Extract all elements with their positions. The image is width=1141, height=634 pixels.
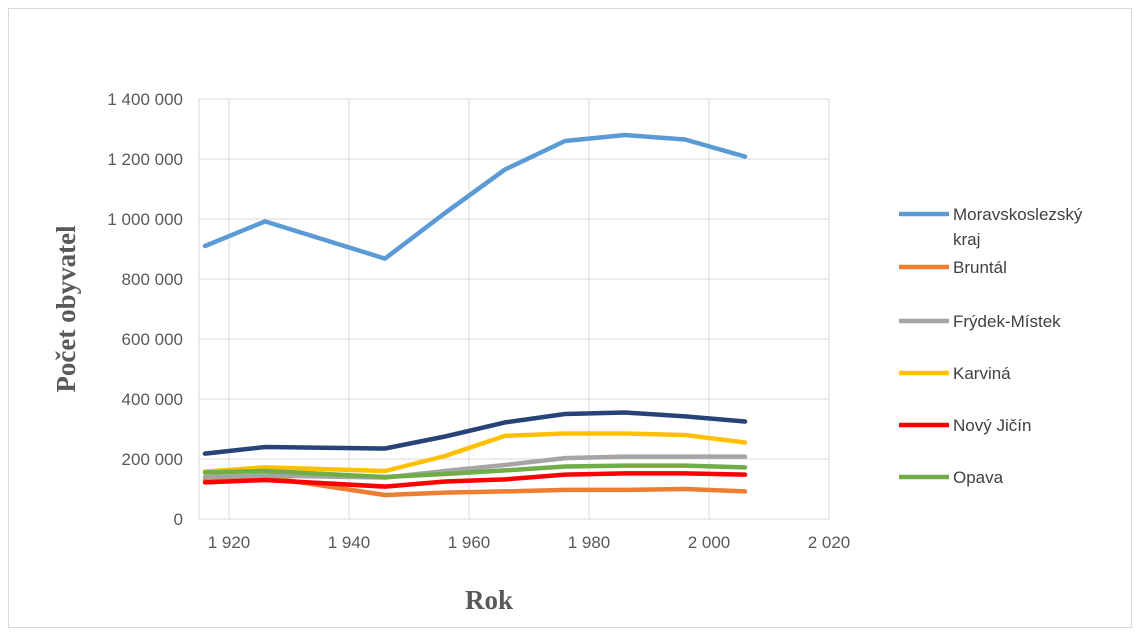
y-tick-label: 800 000 [122, 270, 183, 289]
x-tick-label: 1 940 [328, 533, 371, 552]
x-tick-label: 1 920 [208, 533, 251, 552]
series-lines [202, 132, 748, 498]
y-tick-label: 400 000 [122, 390, 183, 409]
x-tick-label: 1 980 [568, 533, 611, 552]
line-chart: 0 200 000 400 000 600 000 800 000 1 000 000 1 … [51, 90, 1083, 615]
series-line-opava [202, 463, 748, 480]
legend: Moravskoslezský kraj Bruntál Frýdek-Místek K… [899, 205, 1083, 487]
series-line-fr-dek-m-stek [202, 454, 748, 480]
y-tick-label: 600 000 [122, 330, 183, 349]
x-axis-title: Rok [465, 585, 513, 615]
series-line-nov-ji-n [202, 471, 748, 489]
series-line-unlabeled [202, 410, 748, 456]
y-tick-label: 1 000 000 [107, 210, 183, 229]
series-line-moravskoslezsk-kraj [202, 132, 748, 261]
y-tick-label: 200 000 [122, 450, 183, 469]
chart-frame: 0 200 000 400 000 600 000 800 000 1 000 000 1 … [8, 8, 1132, 628]
legend-label: Karviná [953, 364, 1011, 383]
x-axis-tick-labels: 1 920 1 940 1 960 1 980 2 000 2 020 [208, 533, 851, 552]
legend-label: Frýdek-Místek [953, 312, 1061, 331]
legend-label: Opava [953, 468, 1004, 487]
gridlines [198, 98, 830, 520]
y-axis-title: Počet obyvatel [51, 225, 81, 393]
x-tick-label: 2 000 [688, 533, 731, 552]
y-tick-label: 0 [174, 510, 183, 529]
x-tick-label: 1 960 [448, 533, 491, 552]
y-axis-tick-labels: 0 200 000 400 000 600 000 800 000 1 000 000 1 … [107, 90, 183, 529]
legend-label: Bruntál [953, 258, 1007, 277]
legend-label: Nový Jičín [953, 416, 1031, 435]
y-tick-label: 1 200 000 [107, 150, 183, 169]
x-tick-label: 2 020 [808, 533, 851, 552]
series-line-karvin- [202, 431, 748, 474]
legend-label: Moravskoslezský kraj [953, 205, 1083, 249]
y-tick-label: 1 400 000 [107, 90, 183, 109]
